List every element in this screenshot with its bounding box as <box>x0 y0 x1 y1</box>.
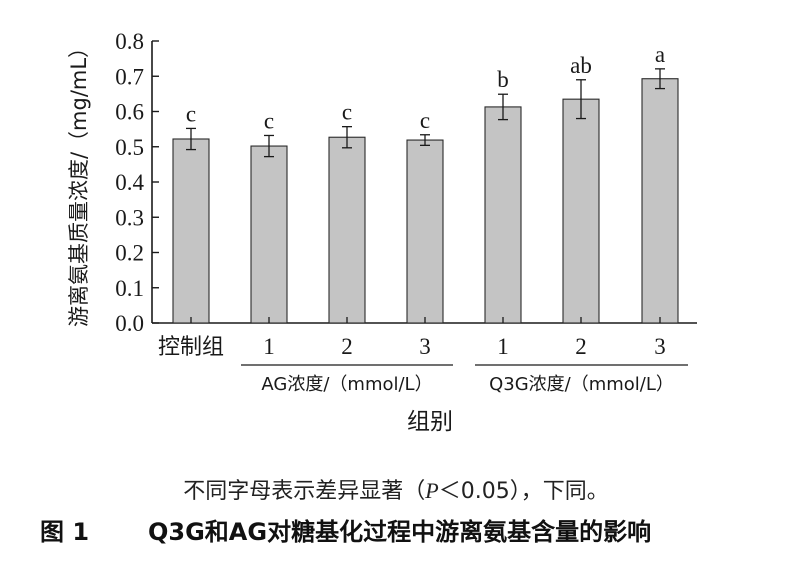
y-tick-label: 0.6 <box>115 100 144 125</box>
y-tick-label: 0.1 <box>115 276 144 301</box>
footnote-text-after: ＜0.05），下同。 <box>438 479 609 504</box>
significance-label: b <box>497 67 509 92</box>
significance-label: a <box>655 42 665 67</box>
x-tick-label: 1 <box>497 334 509 359</box>
y-tick-label: 0.5 <box>115 135 144 160</box>
footnote-p-symbol: P <box>425 478 439 503</box>
x-tick-label: 1 <box>263 334 275 359</box>
bar <box>562 98 600 324</box>
bar <box>484 106 522 324</box>
x-tick-label: 3 <box>654 334 666 359</box>
figure-number: 图 1 <box>40 518 90 546</box>
x-tick-label: 2 <box>341 334 353 359</box>
bar <box>250 145 288 324</box>
significance-label: c <box>264 108 274 133</box>
footnote: 不同字母表示差异显著（P＜0.05），下同。 <box>0 473 792 505</box>
y-tick-label: 0.8 <box>115 29 144 54</box>
y-tick-label: 0.3 <box>115 205 144 230</box>
figure-caption: 图 1 Q3G和AG对糖基化过程中游离氨基含量的影响 <box>40 512 651 547</box>
x-tick-label: 控制组 <box>158 335 224 360</box>
bar-chart: 游离氨基质量浓度/（mg/mL） 0.0 0.1 0.2 0.3 0.4 0.5 0.6 0.… <box>67 29 697 435</box>
bar <box>641 78 679 324</box>
significance-label: c <box>186 101 196 126</box>
y-tick-label: 0.7 <box>115 64 144 89</box>
group-label: Q3G浓度/（mmol/L） <box>489 374 674 395</box>
y-axis-label: 游离氨基质量浓度/（mg/mL） <box>67 37 91 327</box>
group-label: AG浓度/（mmol/L） <box>261 374 432 395</box>
significance-label: c <box>342 100 352 125</box>
bar <box>328 136 366 324</box>
x-tick-label: 2 <box>575 334 587 359</box>
bar <box>406 139 444 324</box>
significance-label: c <box>420 108 430 133</box>
footnote-text-before: 不同字母表示差异显著（ <box>183 479 426 504</box>
y-tick-label: 0.2 <box>115 241 144 266</box>
x-tick-label: 3 <box>419 334 431 359</box>
y-tick-label: 0.4 <box>115 170 144 195</box>
bar <box>172 138 210 324</box>
significance-label: ab <box>570 53 592 78</box>
x-axis-label: 组别 <box>407 409 453 435</box>
y-tick-label: 0.0 <box>115 311 144 336</box>
figure-title: Q3G和AG对糖基化过程中游离氨基含量的影响 <box>148 518 652 546</box>
